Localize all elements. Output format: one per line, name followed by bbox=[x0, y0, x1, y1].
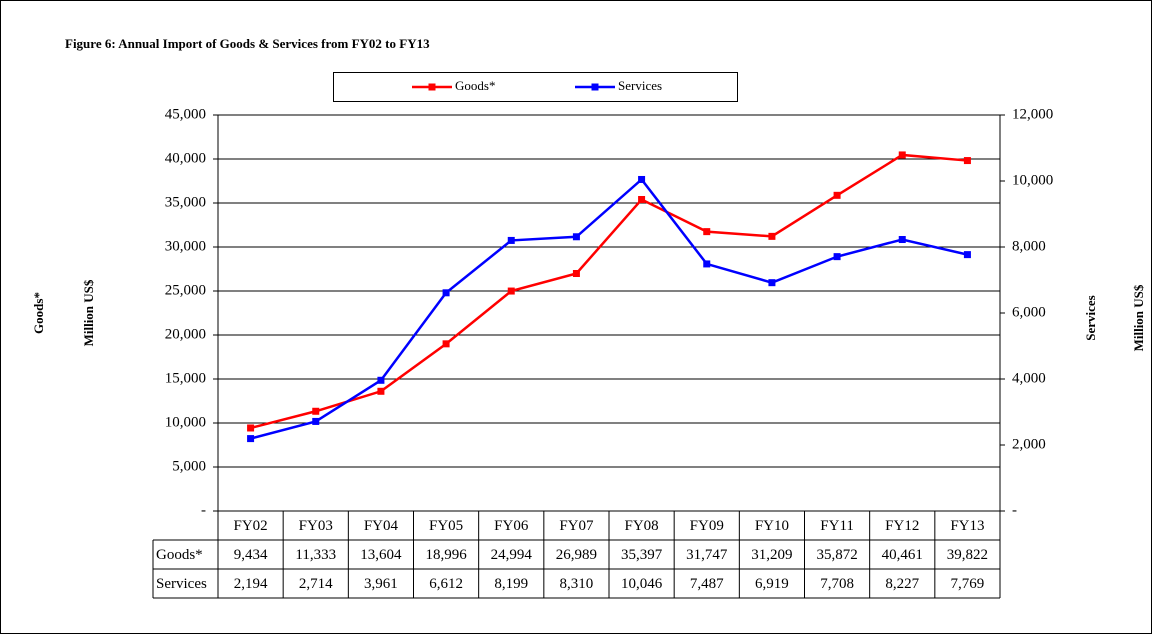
point bbox=[572, 233, 580, 241]
point bbox=[507, 236, 515, 244]
x-tick-label: FY08 bbox=[624, 518, 658, 534]
point bbox=[768, 279, 776, 287]
table-cell: 35,397 bbox=[621, 547, 663, 563]
table-cell: 35,872 bbox=[816, 547, 857, 563]
point bbox=[963, 157, 971, 165]
table-cell: 9,434 bbox=[234, 547, 268, 563]
table-cell: 24,994 bbox=[491, 547, 533, 563]
table-cell: 11,333 bbox=[295, 547, 336, 563]
y-tick-label: - bbox=[201, 502, 206, 518]
legend-marker bbox=[428, 83, 436, 91]
table-cell: 8,310 bbox=[560, 576, 594, 592]
y2-tick-label: 6,000 bbox=[1012, 304, 1046, 320]
y-tick-label: 10,000 bbox=[165, 414, 206, 430]
table-cell: 31,209 bbox=[751, 547, 792, 563]
table-row-label: Goods* bbox=[156, 547, 203, 563]
y-tick-label: 15,000 bbox=[165, 370, 206, 386]
y-tick-label: 45,000 bbox=[165, 106, 206, 122]
y-tick-label: 5,000 bbox=[172, 458, 206, 474]
y-tick-label: 35,000 bbox=[165, 194, 206, 210]
x-tick-label: FY02 bbox=[233, 518, 267, 534]
table-cell: 7,769 bbox=[951, 576, 985, 592]
y2-tick-label: 8,000 bbox=[1012, 238, 1046, 254]
table-row-label: Services bbox=[156, 576, 207, 592]
point bbox=[833, 253, 841, 261]
point bbox=[898, 236, 906, 244]
point bbox=[963, 251, 971, 259]
table-cell: 2,194 bbox=[234, 576, 268, 592]
y2-tick-label: 12,000 bbox=[1012, 106, 1053, 122]
y2-axis-label: Million US$ bbox=[1131, 284, 1146, 351]
legend-marker bbox=[591, 83, 599, 91]
x-tick-label: FY05 bbox=[429, 518, 463, 534]
table-cell: 7,487 bbox=[690, 576, 724, 592]
series-line bbox=[250, 177, 968, 440]
y2-tick-label: 4,000 bbox=[1012, 370, 1046, 386]
y2-axis-label: Services bbox=[1083, 295, 1098, 340]
y-axis-label: Goods* bbox=[31, 292, 46, 334]
x-tick-label: FY12 bbox=[885, 518, 919, 534]
point bbox=[898, 151, 906, 159]
x-tick-label: FY13 bbox=[950, 518, 984, 534]
table-cell: 6,919 bbox=[755, 576, 789, 592]
x-tick-label: FY11 bbox=[820, 518, 854, 534]
x-tick-label: FY06 bbox=[494, 518, 529, 534]
y2-tick-label: - bbox=[1012, 502, 1017, 518]
table-cell: 8,199 bbox=[494, 576, 528, 592]
point bbox=[638, 196, 646, 204]
x-tick-label: FY09 bbox=[690, 518, 724, 534]
y-tick-label: 30,000 bbox=[165, 238, 206, 254]
point bbox=[377, 376, 385, 384]
table-cell: 2,714 bbox=[299, 576, 333, 592]
point bbox=[638, 175, 646, 183]
table-cell: 13,604 bbox=[360, 547, 402, 563]
y2-tick-label: 10,000 bbox=[1012, 172, 1053, 188]
table-cell: 7,708 bbox=[820, 576, 854, 592]
point bbox=[703, 228, 711, 236]
y-tick-label: 40,000 bbox=[165, 150, 206, 166]
point bbox=[442, 289, 450, 297]
x-tick-label: FY07 bbox=[559, 518, 594, 534]
table-cell: 10,046 bbox=[621, 576, 663, 592]
point bbox=[507, 287, 515, 295]
x-tick-label: FY03 bbox=[299, 518, 333, 534]
table-cell: 39,822 bbox=[947, 547, 988, 563]
chart-title: Figure 6: Annual Import of Goods & Servi… bbox=[65, 36, 430, 51]
y-tick-label: 20,000 bbox=[165, 326, 206, 342]
table-cell: 18,996 bbox=[425, 547, 467, 563]
point bbox=[703, 260, 711, 268]
plot-area bbox=[217, 114, 1001, 512]
point bbox=[377, 387, 385, 395]
series-line bbox=[250, 153, 968, 430]
x-tick-label: FY10 bbox=[755, 518, 789, 534]
point bbox=[312, 407, 320, 415]
point bbox=[247, 424, 255, 432]
table-cell: 26,989 bbox=[556, 547, 597, 563]
point bbox=[833, 191, 841, 199]
point bbox=[312, 417, 320, 425]
table-cell: 31,747 bbox=[686, 547, 728, 563]
legend-box bbox=[333, 72, 738, 102]
y2-tick-label: 2,000 bbox=[1012, 436, 1046, 452]
legend-label: Goods* bbox=[455, 78, 495, 93]
y-axis-label: Million US$ bbox=[81, 279, 96, 346]
point bbox=[572, 269, 580, 277]
table-cell: 8,227 bbox=[885, 576, 919, 592]
point bbox=[442, 340, 450, 348]
legend-label: Services bbox=[618, 78, 662, 93]
point bbox=[247, 435, 255, 443]
point bbox=[768, 232, 776, 240]
table-cell: 3,961 bbox=[364, 576, 398, 592]
table-cell: 6,612 bbox=[429, 576, 463, 592]
x-tick-label: FY04 bbox=[364, 518, 399, 534]
table-cell: 40,461 bbox=[882, 547, 923, 563]
y-tick-label: 25,000 bbox=[165, 282, 206, 298]
